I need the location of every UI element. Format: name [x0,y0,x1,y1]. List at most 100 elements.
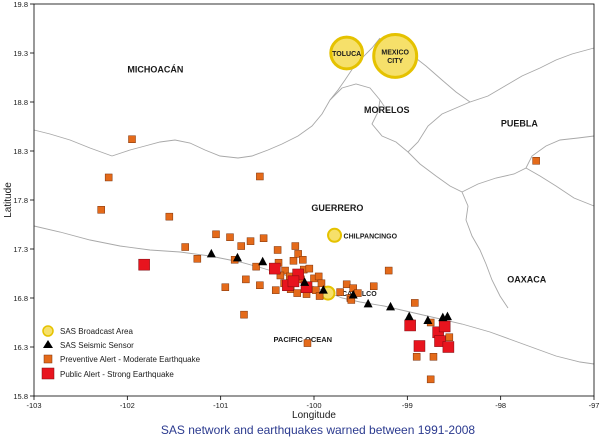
x-tick-label: -101 [213,401,228,410]
strong-earthquake-marker [269,262,281,275]
seismic-sensor-marker [232,252,242,262]
seismic-sensor-marker [363,298,373,308]
puebla-oaxaca-border [461,135,595,193]
moderate-earthquake-marker [128,135,136,143]
moderate-earthquake-marker [226,233,234,241]
moderate-earthquake-marker [294,250,302,258]
region-labels: MICHOACÁN MORELOS PUEBLA GUERRERO OAXACA PACI… [127,65,546,345]
x-tick-label: -99 [402,401,413,410]
moderate-earthquake-marker [429,353,438,361]
oaxaca-north-border [525,167,595,207]
region-label: OAXACA [507,274,547,284]
mexico-state-border [329,83,389,113]
region-label: PUEBLA [501,119,539,129]
seismic-sensor-marker [206,248,216,258]
broadcast-area-mexico-city [372,32,419,79]
y-tick-label: 15.8 [13,392,28,401]
seismic-sensors [206,248,452,325]
moderate-earthquake-marker [293,289,301,297]
x-tick-label: -102 [120,401,135,410]
strong-earthquake-marker [442,341,455,353]
seismic-sensor-marker [300,277,310,286]
moderate-earthquake-marker [314,272,323,281]
puebla-guerrero-border [407,151,509,309]
y-tick-label: 16.3 [13,343,28,352]
moderate-earthquake-marker [384,266,393,275]
morelos-north-border [407,47,595,103]
y-tick-label: 17.3 [13,245,28,254]
moderate-earthquake-marker [165,212,174,221]
y-axis-title: Latitude [3,182,14,218]
moderate-earthquakes [97,135,540,384]
broadcast-areas: TOLUCAMEXICOCITYCHILPANCINGOACAPULCO [320,32,419,301]
seismic-sensor-marker [348,290,358,299]
y-tick-label: 19.3 [13,49,28,58]
x-tick-label: -98 [495,401,506,410]
seismic-sensor-marker [318,285,328,294]
strong-earthquake-marker [434,335,446,347]
x-tick-label: -100 [306,401,321,410]
moderate-earthquake-marker [336,288,344,296]
moderate-earthquake-marker [212,230,220,239]
city-label: CITY [387,58,403,65]
strong-earthquake-marker [287,275,300,288]
region-label: MORELOS [364,105,410,115]
seismic-sensor-marker [386,301,396,311]
moderate-earthquake-marker [426,375,435,384]
legend-sensor-label: SAS Seismic Sensor [60,341,134,350]
moderate-earthquake-marker [281,266,289,275]
strong-earthquake-marker [404,319,416,332]
moderate-earthquake-marker [273,246,282,254]
y-tick-label: 18.3 [13,147,28,156]
y-tick-label: 16.8 [13,294,28,303]
legend-moderate-swatch [43,354,53,364]
moderate-earthquake-marker [221,283,230,291]
axis-ticks: -103 -102 -101 -100 -99 -98 -97 15.8 16.3 16.8 17.… [13,0,599,410]
seismic-sensor-marker [442,311,452,321]
moderate-earthquake-marker [289,257,298,265]
moderate-earthquake-marker [97,206,105,214]
moderate-earthquake-marker [317,279,326,288]
legend-broadcast-swatch [42,325,54,337]
moderate-earthquake-marker [240,310,248,319]
x-axis-title: Longitude [292,410,336,421]
strong-earthquake-marker [138,258,150,271]
legend-moderate-label: Preventive Alert - Moderate Earthquake [60,355,201,364]
michoacan-guerrero-border [111,37,381,159]
moderate-earthquake-marker [271,286,280,294]
figure-caption: SAS network and earthquakes warned betwe… [161,423,476,437]
strong-earthquake-marker [413,340,426,352]
legend-sensor-swatch [43,340,53,348]
broadcast-area-chilpancingo [327,227,343,243]
moderate-earthquake-marker [256,172,264,181]
legend-strong-swatch [41,367,55,380]
legend-strong-label: Public Alert - Strong Earthquake [60,370,174,379]
region-label: MICHOACÁN [127,65,183,75]
moderate-earthquake-marker [532,157,540,165]
moderate-earthquake-marker [237,242,245,250]
moderate-earthquake-marker [259,234,268,242]
x-tick-label: -97 [589,401,600,410]
x-tick-label: -103 [26,401,41,410]
strong-earthquakes [138,258,455,353]
city-label: MEXICO [381,50,409,57]
seismic-sensor-marker [423,315,433,325]
broadcast-area-toluca [329,35,365,71]
region-label: GUERRERO [311,203,363,213]
y-tick-label: 19.8 [13,0,28,9]
moderate-earthquake-marker [256,281,264,290]
moderate-earthquake-marker [291,242,300,250]
michoacan-west-border [33,129,113,157]
moderate-earthquake-marker [412,353,421,361]
strong-earthquake-marker [438,320,451,333]
moderate-earthquake-marker [305,264,314,273]
moderate-earthquake-marker [193,255,202,263]
legend-broadcast-label: SAS Broadcast Area [60,327,133,336]
region-label: PACIFIC OCEAN [273,335,332,344]
moderate-earthquake-marker [181,243,189,251]
moderate-earthquake-marker [252,262,260,271]
city-label: CHILPANCINGO [344,233,398,240]
moderate-earthquake-marker [369,282,378,290]
